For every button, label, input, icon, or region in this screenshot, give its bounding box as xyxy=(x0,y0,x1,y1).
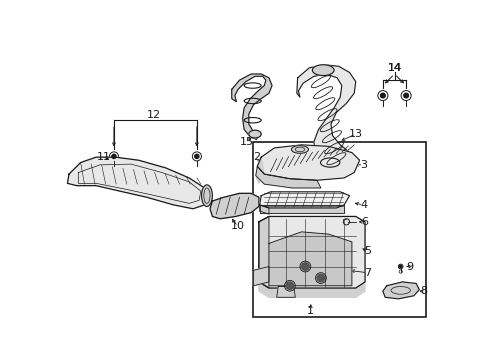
Circle shape xyxy=(301,263,309,270)
Polygon shape xyxy=(232,74,272,139)
Circle shape xyxy=(381,93,385,98)
Polygon shape xyxy=(260,192,349,208)
Text: 5: 5 xyxy=(364,246,371,256)
Polygon shape xyxy=(259,216,365,288)
Text: 14: 14 xyxy=(388,63,402,73)
Text: 15: 15 xyxy=(240,137,254,147)
Bar xyxy=(253,142,425,317)
Polygon shape xyxy=(259,282,365,297)
Ellipse shape xyxy=(249,130,261,138)
Text: 2: 2 xyxy=(253,152,260,162)
Text: 14: 14 xyxy=(388,63,402,73)
Polygon shape xyxy=(277,287,295,297)
Text: 13: 13 xyxy=(349,129,363,139)
Ellipse shape xyxy=(320,158,340,167)
Text: 14: 14 xyxy=(388,63,402,73)
Text: 10: 10 xyxy=(231,221,245,231)
Text: 12: 12 xyxy=(147,110,161,120)
Circle shape xyxy=(399,265,402,267)
Polygon shape xyxy=(257,157,264,183)
Text: 4: 4 xyxy=(360,200,367,210)
Polygon shape xyxy=(68,157,209,209)
Polygon shape xyxy=(297,65,356,166)
Polygon shape xyxy=(259,216,269,288)
Polygon shape xyxy=(383,282,419,299)
Polygon shape xyxy=(210,193,259,219)
Polygon shape xyxy=(260,205,269,214)
Ellipse shape xyxy=(292,145,309,153)
Text: 9: 9 xyxy=(406,261,414,271)
Text: 8: 8 xyxy=(420,286,427,296)
Text: 6: 6 xyxy=(362,217,368,227)
Text: 7: 7 xyxy=(364,267,371,278)
Ellipse shape xyxy=(312,65,334,76)
Circle shape xyxy=(404,93,409,98)
Polygon shape xyxy=(260,205,344,213)
Text: 1: 1 xyxy=(307,306,314,316)
Text: 11: 11 xyxy=(97,152,111,162)
Circle shape xyxy=(317,274,325,282)
Polygon shape xyxy=(256,166,321,188)
Circle shape xyxy=(112,154,116,158)
Polygon shape xyxy=(257,145,360,180)
Polygon shape xyxy=(269,232,352,286)
Text: 3: 3 xyxy=(360,160,367,170)
Circle shape xyxy=(195,154,199,158)
Polygon shape xyxy=(253,266,269,286)
Ellipse shape xyxy=(201,185,212,206)
Circle shape xyxy=(286,282,294,289)
